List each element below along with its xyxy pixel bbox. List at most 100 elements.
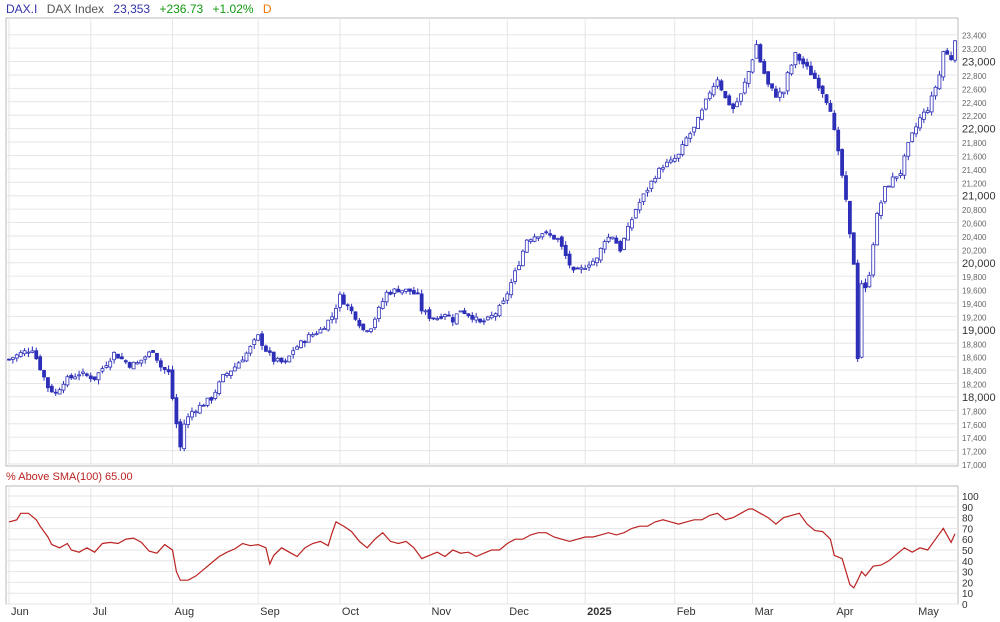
candle-body [147,351,152,357]
month-label: Nov [431,606,451,618]
candle-body [855,262,860,360]
candle-body [155,352,159,361]
candle-body [123,360,128,363]
candle-body [392,288,397,294]
candle-body [661,167,665,170]
candle-body [7,358,11,361]
candle-body [793,52,798,66]
candle-body [260,333,264,346]
candle-body [840,149,845,176]
candle-body [548,233,553,236]
price-candles [7,40,957,452]
candle-body [439,316,444,319]
candle-body [267,350,272,353]
indicator-tick-label: 100 [962,492,979,503]
candle-body [334,307,338,320]
candle-body [119,356,124,360]
candle-body [910,132,915,142]
price-tick-label: 18,800 [962,340,987,349]
candle-body [26,351,31,354]
candle-body [801,58,806,65]
chart-header: DAX.I DAX Index 23,353 +236.73 +1.02% D [6,2,278,16]
candle-body [299,340,303,348]
candle-body [349,306,354,312]
price-tick-label: 20,800 [962,206,987,215]
candle-body [598,247,603,261]
candle-body [127,362,132,368]
candle-body [828,102,833,112]
net-change: +236.73 [159,2,204,16]
candle-body [933,86,938,97]
indicator-panel-frame [5,485,959,605]
candle-body [18,351,23,357]
month-label: Sep [260,606,280,618]
candle-body [197,404,202,414]
candle-body [649,180,654,190]
candle-body [408,288,412,292]
candle-body [902,155,907,176]
candle-body [684,137,689,146]
candle-body [614,237,619,244]
candle-body [217,381,222,394]
candle-body [781,91,786,95]
candle-body [213,391,218,399]
price-tick-label: 19,400 [962,300,987,309]
price-tick-label: 20,200 [962,246,987,255]
candle-body [244,352,249,362]
candle-body [762,61,767,74]
candle-body [941,51,946,78]
candle-body [785,72,790,92]
candle-body [162,367,167,370]
candle-body [949,55,954,60]
candle-body [676,153,681,159]
candle-body [637,201,642,211]
candle-body [232,366,237,372]
candle-body [871,244,876,276]
price-tick-label: 19,800 [962,273,987,282]
candle-body [482,320,486,323]
period-label[interactable]: D [262,2,272,16]
candle-body [894,176,899,179]
price-tick-label: 21,000 [962,191,996,203]
candle-body [229,370,233,376]
candle-body [225,373,229,376]
candle-body [209,397,214,401]
candle-body [914,126,918,135]
candle-body [454,313,459,325]
symbol-label[interactable]: DAX.I [6,2,38,16]
month-label: Mar [755,606,774,618]
candle-body [14,354,19,359]
indicator-tick-label: 70 [962,524,974,535]
candle-body [746,71,751,84]
candle-body [279,357,284,363]
candle-body [606,236,611,242]
candle-body [341,294,346,305]
candle-body [618,241,623,252]
candle-body [758,44,763,63]
price-tick-label: 21,400 [962,166,987,175]
price-tick-label: 22,400 [962,99,987,108]
candle-body [139,359,144,364]
candle-body [879,202,883,216]
price-panel-frame [5,17,959,467]
candle-body [178,421,183,448]
candle-body [427,309,432,319]
candle-body [921,111,926,120]
candle-body [116,353,120,359]
candle-body [571,266,576,271]
price-tick-label: 20,400 [962,233,987,242]
price-tick-label: 17,600 [962,421,987,430]
price-tick-label: 22,000 [962,124,996,136]
candle-body [380,301,385,309]
candle-body [559,236,564,247]
candle-body [567,253,572,266]
candle-body [766,71,771,85]
candle-body [536,236,541,239]
candle-body [937,74,942,90]
candle-body [544,231,549,234]
month-label: Oct [342,606,359,618]
candle-body [415,292,420,295]
candle-body [186,416,190,425]
candle-body [610,236,615,240]
